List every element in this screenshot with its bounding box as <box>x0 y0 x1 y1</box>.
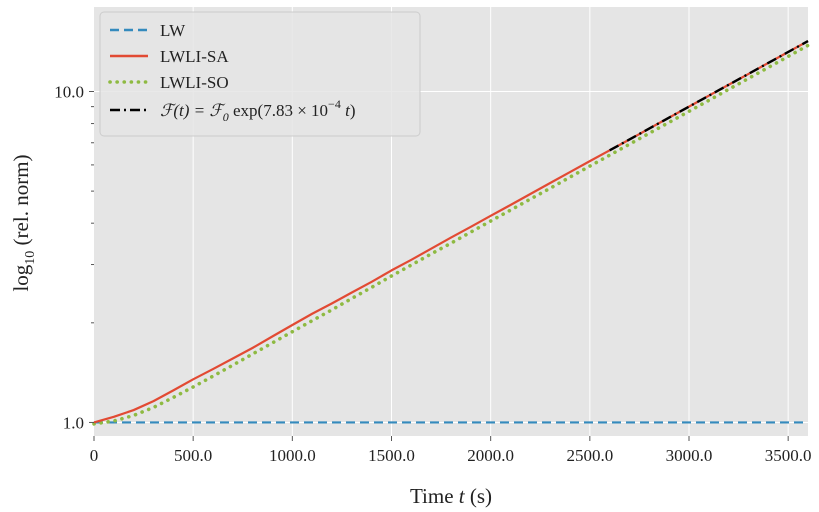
x-tick-label: 1000.0 <box>269 446 316 465</box>
series-line-lwli-sa <box>93 40 809 424</box>
x-tick-label: 0 <box>90 446 99 465</box>
y-tick-label: 10.0 <box>54 82 84 101</box>
legend-label-lwli-so: LWLI-SO <box>160 73 229 92</box>
x-tick-label: 3500.0 <box>765 446 812 465</box>
y-axis: 1.0 10.0 <box>54 82 94 432</box>
x-tick-label: 500.0 <box>174 446 212 465</box>
legend-label-fit: ℱ(t) = ℱ0 exp(7.83 × 10−4 t) <box>160 97 355 124</box>
series-layer <box>92 40 810 426</box>
x-tick-label: 2000.0 <box>467 446 514 465</box>
x-tick-label: 3000.0 <box>666 446 713 465</box>
legend-box <box>99 11 421 137</box>
legend-label-lw: LW <box>160 21 186 40</box>
x-axis: 0 500.0 1000.0 1500.0 2000.0 2500.0 3000.0 3500… <box>90 436 812 465</box>
x-tick-label: 2500.0 <box>566 446 613 465</box>
x-axis-label: Time t (s) <box>410 484 492 508</box>
series-line-lwli-so <box>92 43 810 426</box>
legend: LW LWLI-SA LWLI-SO ℱ(t) = ℱ0 exp(7.83 × … <box>99 11 421 137</box>
y-tick-label: 1.0 <box>63 413 84 432</box>
x-tick-label: 1500.0 <box>368 446 415 465</box>
series-line-fit <box>609 40 809 152</box>
y-axis-label: log10 (rel. norm) <box>9 154 38 291</box>
legend-label-lwli-sa: LWLI-SA <box>160 47 229 66</box>
